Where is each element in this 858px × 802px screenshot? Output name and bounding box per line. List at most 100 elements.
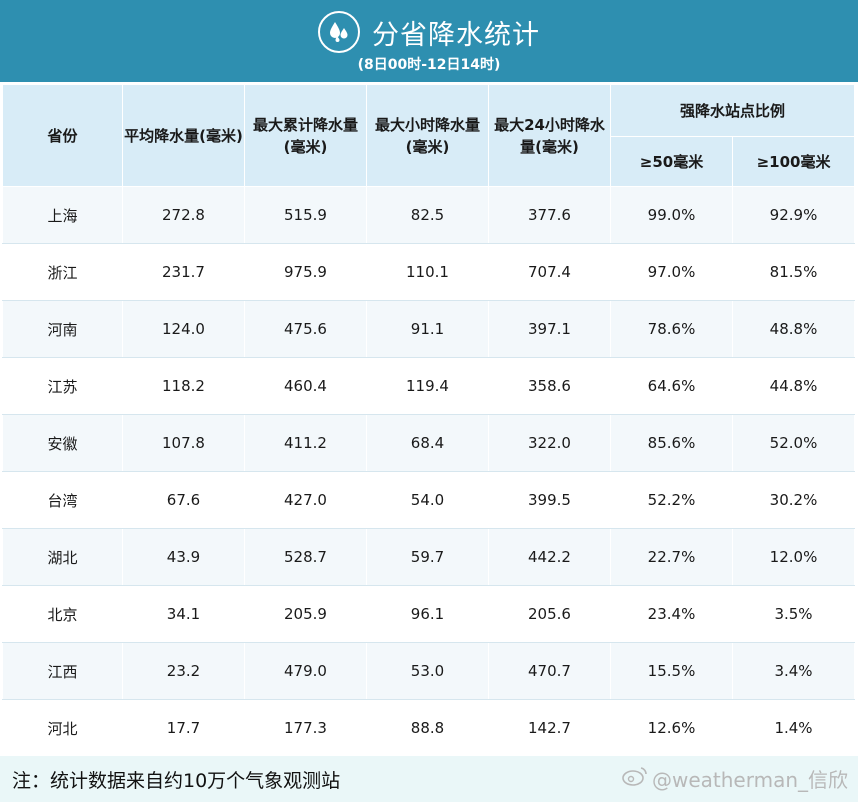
value-cell: 377.6 [488,186,611,244]
value-cell: 34.1 [122,585,245,643]
page-subtitle: (8日00时-12日14时) [357,57,501,73]
value-cell: 322.0 [488,414,611,472]
table-body: 上海 272.8 515.9 82.5 377.6 99.0% 92.9% 浙江 231.7 97… [2,186,856,757]
value-cell: 1.4% [731,699,856,757]
province-cell: 河南 [2,300,123,358]
value-cell: 30.2% [731,471,856,529]
value-cell: 205.9 [244,585,367,643]
value-cell: 975.9 [244,243,367,301]
column-header-ge50: ≥50毫米 [610,136,733,187]
value-cell: 107.8 [122,414,245,472]
value-cell: 205.6 [488,585,611,643]
value-cell: 85.6% [610,414,733,472]
value-cell: 3.5% [731,585,856,643]
table-row: 江苏 118.2 460.4 119.4 358.6 64.6% 44.8% [2,357,856,415]
value-cell: 411.2 [244,414,367,472]
province-cell: 河北 [2,699,123,757]
value-cell: 399.5 [488,471,611,529]
table-row: 浙江 231.7 975.9 110.1 707.4 97.0% 81.5% [2,243,856,301]
value-cell: 67.6 [122,471,245,529]
raindrops-icon [318,11,360,53]
value-cell: 3.4% [731,642,856,700]
province-cell: 浙江 [2,243,123,301]
column-header-max-cumulative: 最大累计降水量(毫米) [244,84,367,187]
value-cell: 54.0 [366,471,489,529]
value-cell: 52.2% [610,471,733,529]
value-cell: 124.0 [122,300,245,358]
value-cell: 397.1 [488,300,611,358]
footer-note-bar: 注：统计数据来自约10万个气象观测站 [0,756,858,802]
value-cell: 88.8 [366,699,489,757]
value-cell: 23.2 [122,642,245,700]
watermark: @weatherman_信欣 [622,764,848,793]
value-cell: 528.7 [244,528,367,586]
value-cell: 97.0% [610,243,733,301]
value-cell: 475.6 [244,300,367,358]
value-cell: 12.6% [610,699,733,757]
value-cell: 12.0% [731,528,856,586]
page-title: 分省降水统计 [372,19,540,51]
value-cell: 91.1 [366,300,489,358]
value-cell: 43.9 [122,528,245,586]
value-cell: 17.7 [122,699,245,757]
weibo-icon [622,766,648,791]
table-row: 河南 124.0 475.6 91.1 397.1 78.6% 48.8% [2,300,856,358]
column-header-province: 省份 [2,84,123,187]
province-cell: 江西 [2,642,123,700]
province-cell: 北京 [2,585,123,643]
value-cell: 15.5% [610,642,733,700]
table-row: 安徽 107.8 411.2 68.4 322.0 85.6% 52.0% [2,414,856,472]
value-cell: 82.5 [366,186,489,244]
value-cell: 427.0 [244,471,367,529]
value-cell: 470.7 [488,642,611,700]
table-row: 台湾 67.6 427.0 54.0 399.5 52.2% 30.2% [2,471,856,529]
value-cell: 22.7% [610,528,733,586]
value-cell: 142.7 [488,699,611,757]
table-row: 江西 23.2 479.0 53.0 470.7 15.5% 3.4% [2,642,856,700]
value-cell: 99.0% [610,186,733,244]
footer-note: 注：统计数据来自约10万个气象观测站 [12,770,341,792]
value-cell: 23.4% [610,585,733,643]
value-cell: 119.4 [366,357,489,415]
value-cell: 118.2 [122,357,245,415]
watermark-text: @weatherman_信欣 [651,768,848,792]
value-cell: 515.9 [244,186,367,244]
value-cell: 177.3 [244,699,367,757]
table-row: 北京 34.1 205.9 96.1 205.6 23.4% 3.5% [2,585,856,643]
value-cell: 707.4 [488,243,611,301]
title-banner: 分省降水统计 (8日00时-12日14时) [0,0,858,82]
column-header-max-24h: 最大24小时降水量(毫米) [488,84,611,187]
value-cell: 78.6% [610,300,733,358]
value-cell: 44.8% [731,357,856,415]
value-cell: 460.4 [244,357,367,415]
table-row: 上海 272.8 515.9 82.5 377.6 99.0% 92.9% [2,186,856,244]
title-row: 分省降水统计 [0,10,858,54]
table-row: 湖北 43.9 528.7 59.7 442.2 22.7% 12.0% [2,528,856,586]
value-cell: 68.4 [366,414,489,472]
value-cell: 52.0% [731,414,856,472]
value-cell: 96.1 [366,585,489,643]
value-cell: 92.9% [731,186,856,244]
province-cell: 江苏 [2,357,123,415]
province-cell: 上海 [2,186,123,244]
province-cell: 台湾 [2,471,123,529]
table-row: 河北 17.7 177.3 88.8 142.7 12.6% 1.4% [2,699,856,757]
value-cell: 48.8% [731,300,856,358]
value-cell: 231.7 [122,243,245,301]
column-header-average-rainfall: 平均降水量(毫米) [122,84,245,187]
value-cell: 64.6% [610,357,733,415]
value-cell: 110.1 [366,243,489,301]
value-cell: 272.8 [122,186,245,244]
value-cell: 479.0 [244,642,367,700]
column-header-ge100: ≥100毫米 [731,136,856,187]
precipitation-table: 省份 平均降水量(毫米) 最大累计降水量(毫米) 最大小时降水量(毫米) 最大2… [2,84,856,757]
column-header-heavy-rain-ratio: 强降水站点比例 [609,84,856,137]
province-cell: 安徽 [2,414,123,472]
value-cell: 53.0 [366,642,489,700]
value-cell: 358.6 [488,357,611,415]
province-cell: 湖北 [2,528,123,586]
value-cell: 81.5% [731,243,856,301]
value-cell: 442.2 [488,528,611,586]
column-header-max-hourly: 最大小时降水量(毫米) [366,84,489,187]
value-cell: 59.7 [366,528,489,586]
